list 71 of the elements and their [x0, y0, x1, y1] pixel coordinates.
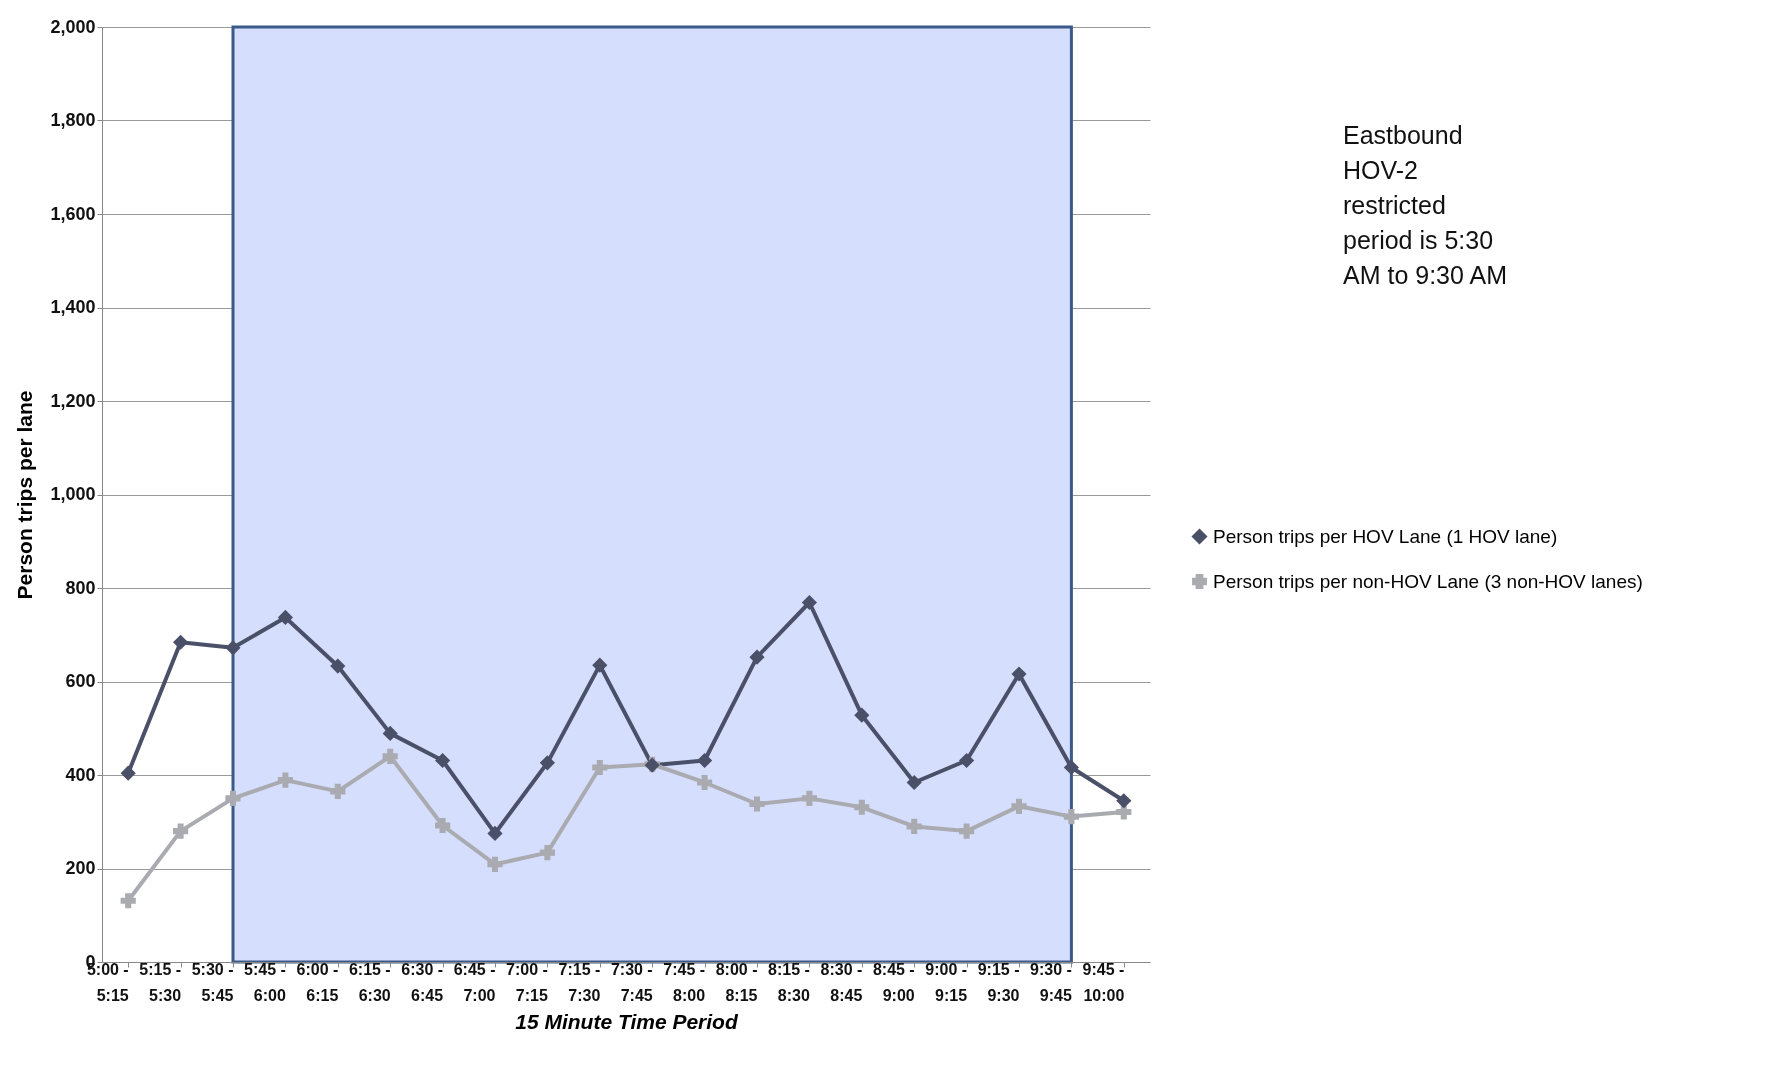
y-tick-label: 400	[65, 764, 96, 785]
point	[592, 657, 608, 673]
point	[749, 649, 765, 665]
point	[539, 755, 555, 771]
point	[539, 845, 555, 861]
x-tick-label: 7:00 - 7:15	[506, 960, 548, 1004]
y-tick-label: 1,400	[50, 297, 96, 317]
point	[801, 594, 817, 611]
point	[225, 640, 241, 656]
point	[1063, 809, 1079, 825]
point	[592, 759, 608, 776]
x-axis-title: 15 Minute Time Period	[515, 1009, 739, 1033]
text: Eastbound HOV-2 restricted period is 5:30 AM to 9:30 AM	[1343, 120, 1508, 291]
x-tick-label: 7:15 - 7:30	[558, 960, 601, 1004]
x-tick-label: 9:30 - 9:45	[1030, 960, 1072, 1004]
x-tick-label: 5:45 - 6:00	[244, 960, 286, 1004]
x-tick-label: 5:30 - 5:45	[191, 960, 234, 1004]
point	[173, 823, 189, 839]
point	[435, 752, 451, 769]
y-axis-title: Person trips per lane	[13, 390, 37, 600]
x-tick-label: 5:15 - 5:30	[139, 960, 182, 1004]
point	[1116, 793, 1132, 809]
point	[854, 799, 870, 815]
point	[487, 856, 503, 872]
point	[906, 818, 922, 835]
point	[801, 790, 817, 806]
y-tick-label: 1,800	[50, 110, 96, 130]
point	[906, 774, 922, 791]
point	[120, 765, 136, 781]
point	[749, 796, 765, 812]
point	[1063, 759, 1079, 776]
x-tick-label: 8:00 - 8:15	[715, 960, 758, 1004]
x-tick-label: 7:30 - 7:45	[610, 960, 653, 1004]
x-tick-label: 6:30 - 6:45	[401, 960, 444, 1004]
point	[697, 774, 713, 791]
x-tick-label: 6:15 - 6:30	[348, 960, 391, 1004]
x-tick-label: 9:00 - 9:15	[925, 960, 968, 1004]
point	[277, 772, 293, 788]
point	[959, 752, 975, 769]
point	[1011, 798, 1027, 814]
y-tick-label: 1,600	[50, 203, 96, 224]
y-tick-label: 1,200	[50, 390, 96, 411]
point	[435, 817, 451, 834]
y-tick-label: 600	[65, 671, 96, 691]
x-tick-label: 6:45 - 7:00	[453, 960, 496, 1004]
legend-label: Person trips per non-HOV Lane (3 non-HOV lanes)	[1213, 570, 1643, 592]
y-tick-label: 1,000	[50, 484, 96, 504]
x-tick-label: 7:45 - 8:00	[663, 960, 706, 1004]
point	[330, 658, 346, 674]
point	[382, 748, 398, 764]
y-tick-label: 200	[65, 858, 96, 878]
point	[330, 783, 346, 799]
x-tick-label: 8:15 - 8:30	[768, 960, 810, 1004]
x-tick-label: 8:45 - 9:00	[872, 960, 915, 1004]
point	[382, 725, 398, 741]
point	[487, 825, 503, 842]
point	[959, 823, 975, 839]
point	[277, 609, 293, 626]
x-tick-label: 9:45 - 10:00	[1082, 960, 1125, 1004]
point	[1011, 666, 1027, 682]
y-tick-label: 2,000	[50, 16, 96, 37]
point	[854, 707, 870, 723]
point	[120, 893, 136, 909]
y-tick-label: 800	[65, 577, 96, 598]
x-tick-label: 6:00 - 6:15	[296, 960, 339, 1004]
legend-label: Person trips per HOV Lane (1 HOV lane)	[1213, 525, 1558, 547]
x-tick-label: 9:15 - 9:30	[977, 960, 1020, 1004]
point	[225, 790, 241, 806]
point	[173, 634, 189, 650]
point	[697, 752, 713, 769]
x-tick-label: 8:30 - 8:45	[820, 960, 863, 1004]
